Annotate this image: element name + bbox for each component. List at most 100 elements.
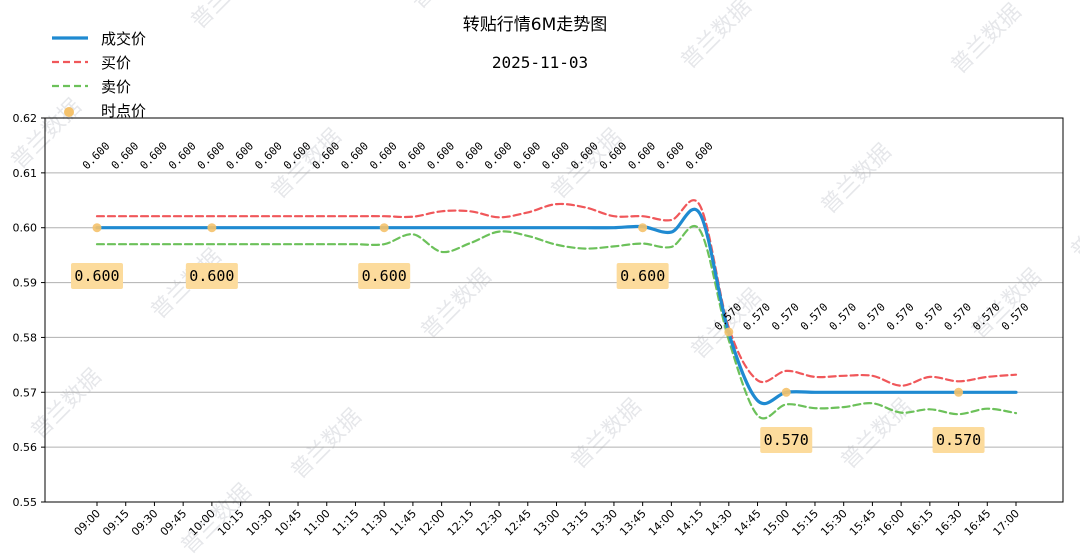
x-tick-label: 16:15 bbox=[904, 507, 936, 539]
point-labels: 0.6000.6000.6000.6000.6000.6000.6000.600… bbox=[80, 140, 1032, 334]
x-tick-label: 15:15 bbox=[789, 507, 821, 539]
y-tick-label: 0.59 bbox=[13, 277, 38, 290]
y-axis: 0.55 0.56 0.57 0.58 0.59 0.60 0.61 0.62 bbox=[13, 112, 45, 509]
x-tick-label: 16:30 bbox=[933, 507, 965, 539]
point-label: 0.600 bbox=[137, 140, 170, 173]
x-tick-label: 14:00 bbox=[646, 507, 678, 539]
annotation-box bbox=[760, 427, 813, 453]
watermark-text: 普兰数据 bbox=[1067, 184, 1080, 264]
price-point-marker bbox=[92, 223, 102, 233]
point-label: 0.600 bbox=[396, 140, 429, 173]
x-tick-label: 14:15 bbox=[675, 507, 707, 539]
legend-marker bbox=[64, 107, 74, 117]
annotation-box bbox=[358, 263, 411, 289]
x-tick-label: 13:45 bbox=[617, 507, 649, 539]
annotation-text: 0.600 bbox=[74, 267, 119, 285]
x-tick-label: 09:30 bbox=[129, 507, 161, 539]
point-label: 0.600 bbox=[195, 140, 228, 173]
point-label: 0.570 bbox=[827, 301, 860, 334]
watermark-text: 普兰数据 bbox=[417, 264, 497, 344]
series-markers bbox=[92, 223, 964, 397]
point-label: 0.600 bbox=[683, 140, 716, 173]
point-label: 0.570 bbox=[884, 301, 917, 334]
point-label: 0.600 bbox=[626, 140, 659, 173]
watermark-text: 普兰数据 bbox=[27, 364, 107, 444]
legend-label: 时点价 bbox=[101, 102, 146, 120]
point-label: 0.600 bbox=[80, 140, 113, 173]
x-tick-label: 11:30 bbox=[359, 507, 391, 539]
x-tick-label: 15:30 bbox=[818, 507, 850, 539]
y-tick-label: 0.55 bbox=[13, 496, 38, 509]
point-label: 0.600 bbox=[482, 140, 515, 173]
point-label: 0.570 bbox=[769, 301, 802, 334]
watermark-text: 普兰数据 bbox=[947, 0, 1027, 79]
x-tick-label: 14:30 bbox=[703, 507, 735, 539]
point-label: 0.600 bbox=[109, 140, 142, 173]
price-point-marker bbox=[207, 223, 217, 233]
watermark-text: 普兰数据 bbox=[7, 94, 87, 174]
series-line-1 bbox=[95, 199, 1018, 387]
x-tick-label: 12:15 bbox=[445, 507, 477, 539]
chart-title: 转贴行情6M走势图 bbox=[463, 15, 607, 35]
point-label: 0.600 bbox=[453, 140, 486, 173]
price-point-marker bbox=[724, 327, 734, 337]
point-label: 0.600 bbox=[511, 140, 544, 173]
x-tick-label: 11:15 bbox=[330, 507, 362, 539]
point-label: 0.600 bbox=[654, 140, 687, 173]
watermark-text: 普兰数据 bbox=[817, 139, 897, 219]
x-tick-label: 13:15 bbox=[560, 507, 592, 539]
x-tick-label: 15:00 bbox=[761, 507, 793, 539]
watermark-text: 普兰数据 bbox=[567, 394, 647, 474]
watermark-text: 普兰数据 bbox=[267, 124, 347, 204]
watermark-text: 普兰数据 bbox=[287, 404, 367, 484]
point-label: 0.600 bbox=[224, 140, 257, 173]
legend-label: 卖价 bbox=[101, 78, 131, 96]
x-tick-label: 10:30 bbox=[244, 507, 276, 539]
price-point-marker bbox=[638, 223, 648, 233]
x-tick-label: 16:00 bbox=[876, 507, 908, 539]
x-tick-label: 09:15 bbox=[100, 507, 132, 539]
x-tick-label: 12:45 bbox=[502, 507, 534, 539]
annotation-text: 0.600 bbox=[620, 267, 665, 285]
price-point-marker bbox=[781, 387, 791, 397]
x-tick-label: 15:45 bbox=[847, 507, 879, 539]
watermark-text: 普兰数据 bbox=[547, 124, 627, 204]
x-tick-label: 16:45 bbox=[962, 507, 994, 539]
watermark-text: 普兰数据 bbox=[407, 0, 487, 14]
series-lines bbox=[95, 199, 1018, 420]
plot-area bbox=[44, 117, 1064, 503]
x-tick-label: 14:45 bbox=[732, 507, 764, 539]
annotation-text: 0.570 bbox=[936, 431, 981, 449]
annotation-text: 0.600 bbox=[362, 267, 407, 285]
watermark-text: 普兰数据 bbox=[187, 0, 267, 34]
x-tick-label: 17:00 bbox=[991, 507, 1023, 539]
y-tick-label: 0.56 bbox=[13, 441, 38, 454]
series-line-2 bbox=[95, 225, 1018, 420]
annotation-box bbox=[185, 263, 238, 289]
x-tick-label: 11:45 bbox=[387, 507, 419, 539]
y-tick-label: 0.62 bbox=[13, 112, 38, 125]
x-tick-label: 13:00 bbox=[531, 507, 563, 539]
y-tick-label: 0.57 bbox=[13, 386, 38, 399]
x-tick-label: 10:45 bbox=[273, 507, 305, 539]
point-label: 0.570 bbox=[913, 301, 946, 334]
x-tick-label: 09:00 bbox=[72, 507, 104, 539]
point-label: 0.600 bbox=[367, 140, 400, 173]
price-point-marker bbox=[379, 223, 389, 233]
x-tick-label: 12:00 bbox=[416, 507, 448, 539]
series-line-0 bbox=[95, 207, 1018, 406]
annotation-box bbox=[71, 263, 123, 289]
x-tick-label: 13:30 bbox=[588, 507, 620, 539]
annotation-box bbox=[932, 427, 985, 453]
price-point-marker bbox=[954, 387, 964, 397]
y-tick-label: 0.60 bbox=[13, 222, 38, 235]
y-tick-label: 0.58 bbox=[13, 331, 38, 344]
point-label: 0.600 bbox=[166, 140, 199, 173]
chart-subtitle: 2025-11-03 bbox=[492, 53, 588, 72]
legend-label: 成交价 bbox=[101, 30, 146, 48]
annotation-box bbox=[616, 263, 669, 289]
